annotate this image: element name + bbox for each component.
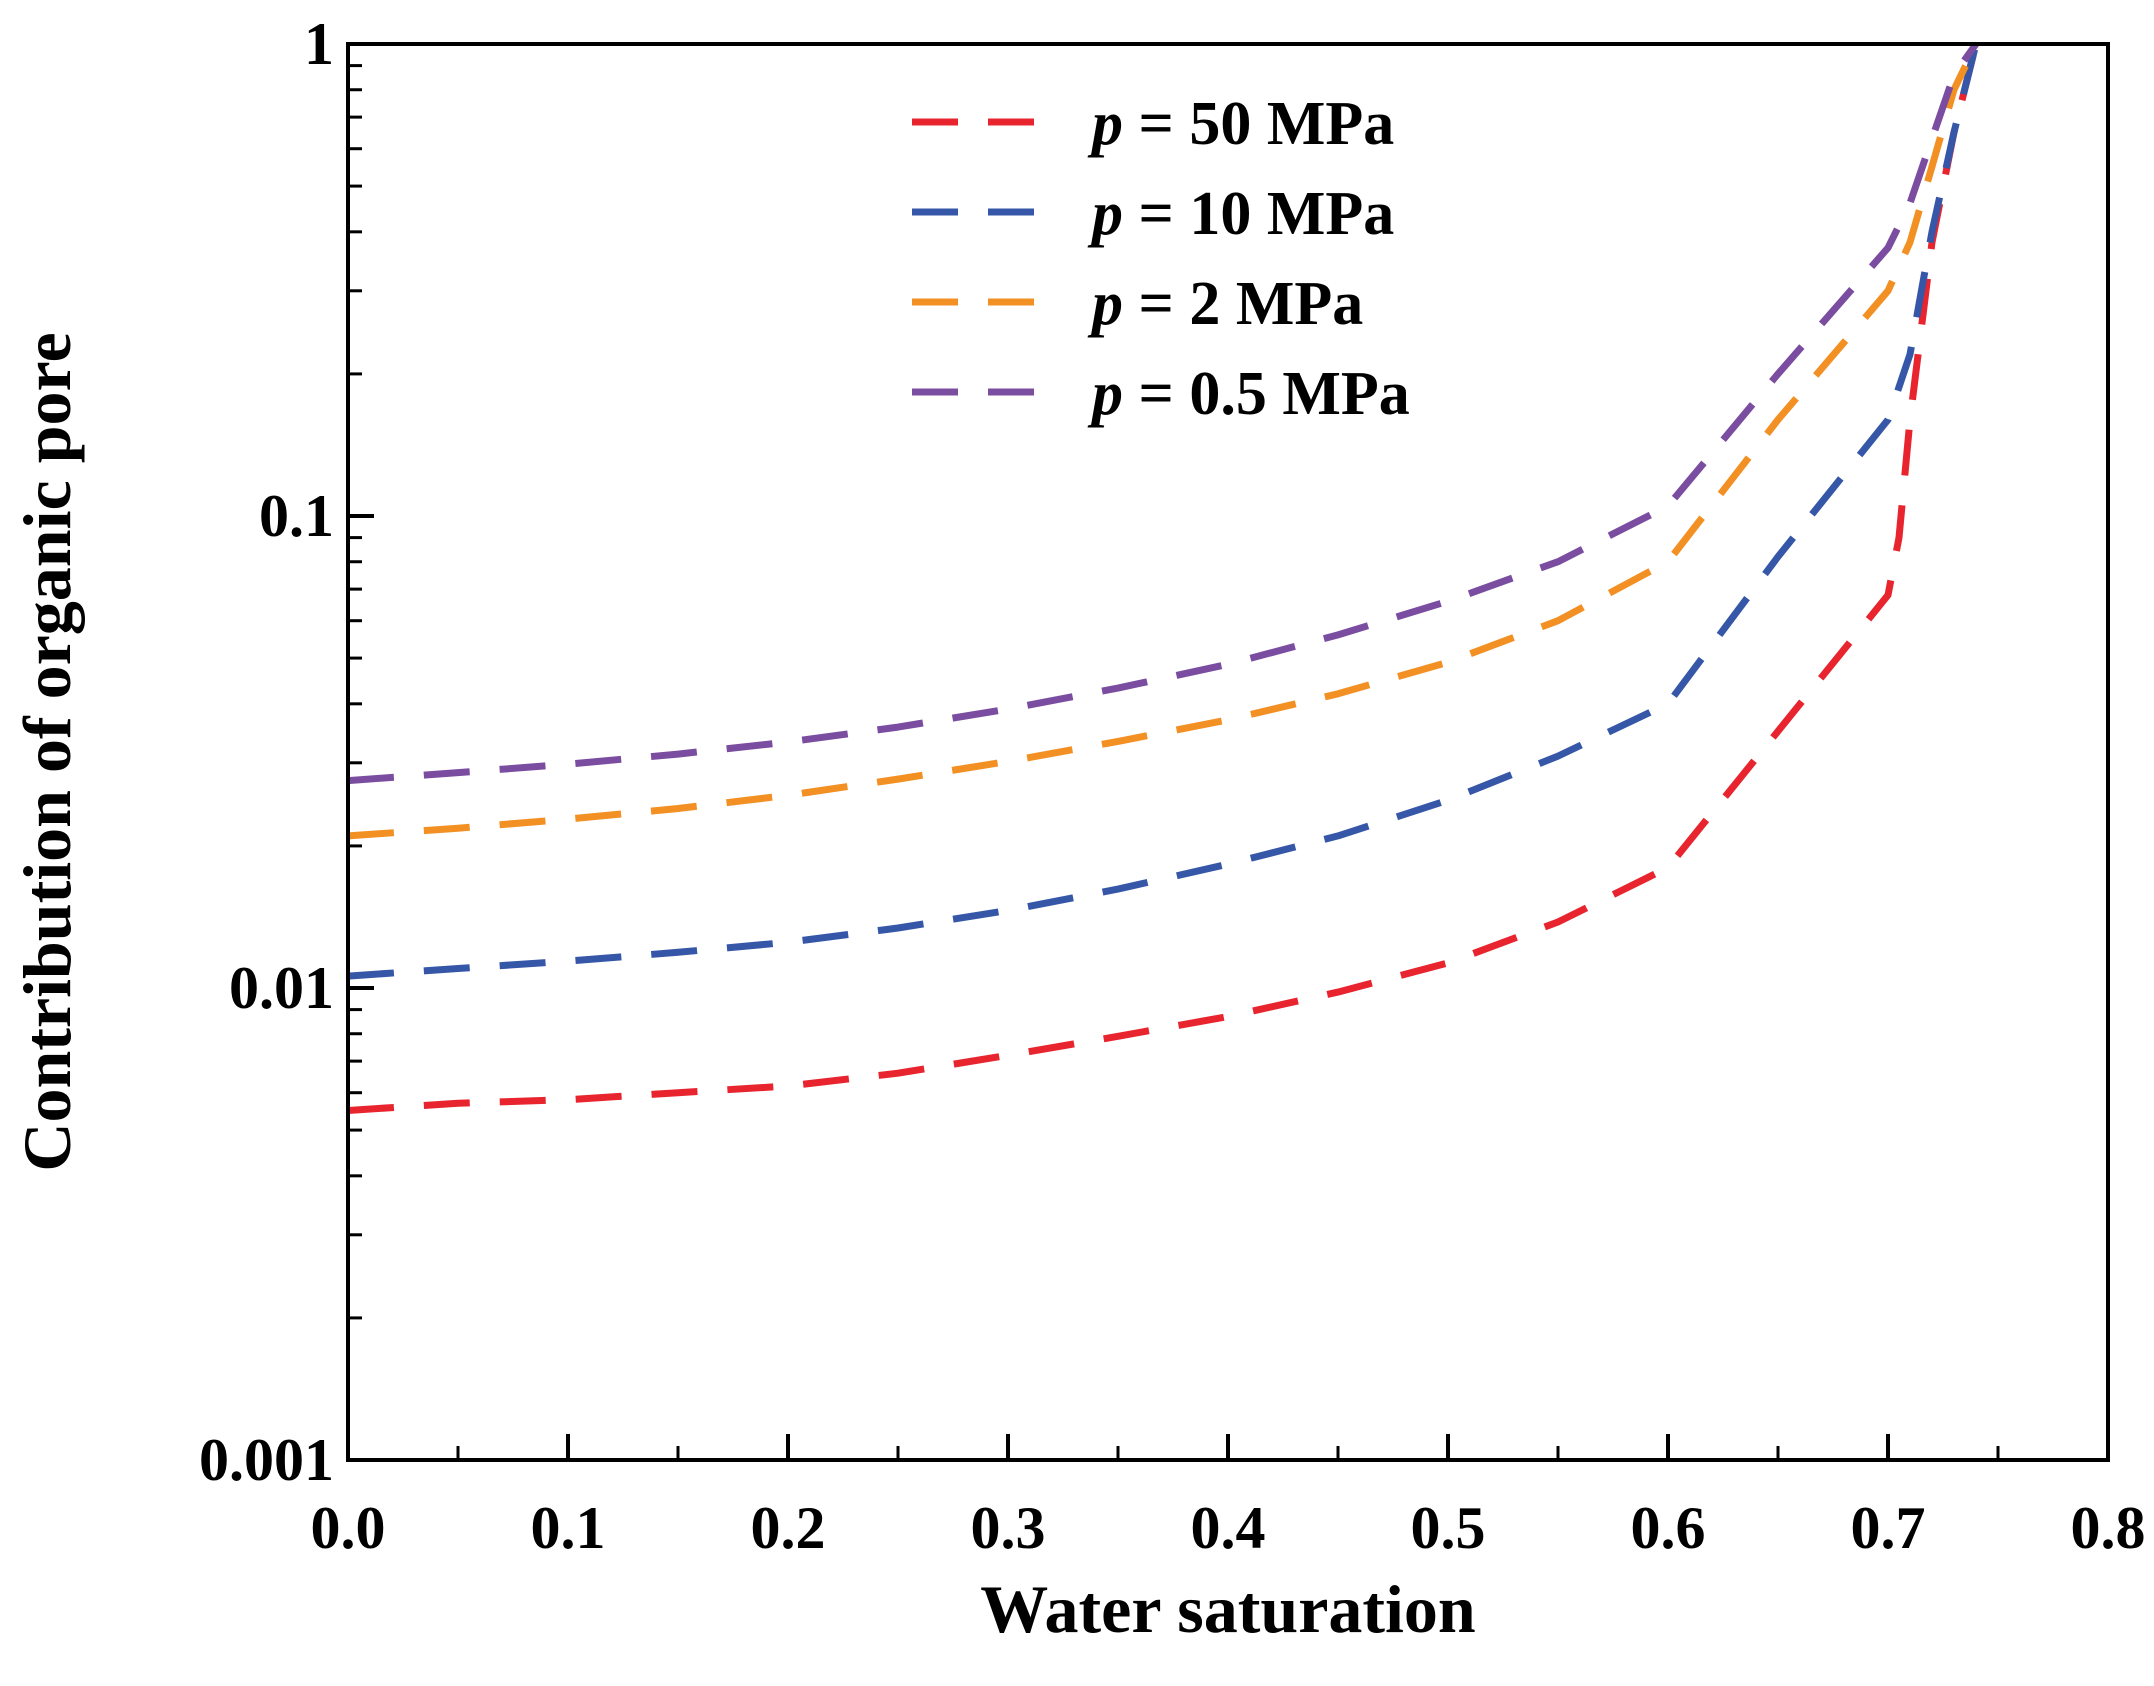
x-tick-label: 0.3 xyxy=(971,1495,1046,1561)
y-tick-label: 1 xyxy=(304,11,334,77)
x-tick-label: 0.5 xyxy=(1411,1495,1486,1561)
y-tick-label: 0.1 xyxy=(259,483,334,549)
x-tick-label: 0.6 xyxy=(1631,1495,1706,1561)
x-axis-ticks: 0.0 0.1 0.2 0.3 0.4 0.5 0.6 0.7 0.8 xyxy=(311,1434,2146,1561)
y-axis-title: Contribution of organic pore xyxy=(9,332,85,1171)
x-tick-label: 0.2 xyxy=(751,1495,826,1561)
x-tick-label: 0.8 xyxy=(2071,1495,2146,1561)
x-tick-label: 0.4 xyxy=(1191,1495,1266,1561)
legend-label-3: p = 0.5 MPa xyxy=(1087,360,1410,428)
x-tick-label: 0.7 xyxy=(1851,1495,1926,1561)
y-axis-ticks: 0.001 0.01 0.1 1 xyxy=(199,11,374,1493)
y-tick-label: 0.001 xyxy=(199,1427,334,1493)
series-layer xyxy=(348,44,1980,1114)
legend-label-0: p = 50 MPa xyxy=(1087,90,1394,158)
minor-ticks xyxy=(348,64,2000,1460)
x-tick-label: 0.1 xyxy=(531,1495,606,1561)
series-line-3 xyxy=(348,44,1979,785)
legend-label-1: p = 10 MPa xyxy=(1087,180,1394,248)
legend: p = 50 MPa p = 10 MPa p = 2 MPa p = 0.5 MPa xyxy=(912,90,1410,428)
series-line-0 xyxy=(348,44,1980,1114)
series-line-1 xyxy=(348,44,1980,980)
x-tick-label: 0.0 xyxy=(311,1495,386,1561)
series-line-2 xyxy=(348,44,1980,840)
y-tick-label: 0.01 xyxy=(229,955,334,1021)
x-axis-title: Water saturation xyxy=(980,1571,1476,1647)
legend-label-2: p = 2 MPa xyxy=(1087,270,1363,338)
plot-frame xyxy=(346,42,2110,1462)
